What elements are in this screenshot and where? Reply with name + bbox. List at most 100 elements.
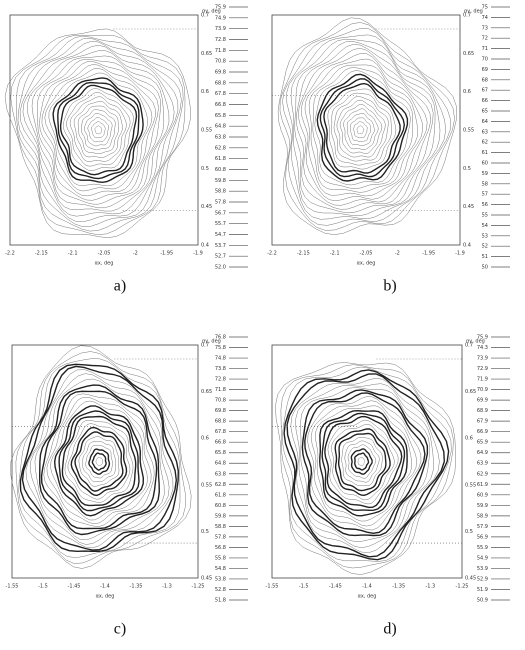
y-tick-label: 0.55 <box>463 128 474 134</box>
legend-label: 59 <box>482 171 488 177</box>
contour-line <box>310 400 418 527</box>
plot-frame <box>11 344 199 579</box>
legend-label: 53.9 <box>477 566 488 572</box>
contour-line <box>88 448 111 475</box>
x-tick-label: -1.4 <box>100 584 110 590</box>
contour-line <box>318 409 408 517</box>
legend-label: 53.7 <box>215 243 226 249</box>
legend-label: 67.9 <box>477 419 488 425</box>
legend-label: 52.9 <box>477 576 488 582</box>
legend-label: 71.9 <box>477 377 488 383</box>
legend-label: 60.8 <box>215 167 226 173</box>
contour-line <box>354 452 370 471</box>
contour-line <box>315 405 412 522</box>
contour-line <box>69 96 127 162</box>
legend-label: 55.7 <box>215 221 226 227</box>
legend-label: 70.9 <box>477 387 488 393</box>
legend-label: 53.8 <box>215 576 226 582</box>
contour-line <box>39 61 159 201</box>
contour-line <box>29 373 170 545</box>
contour-line <box>327 419 399 505</box>
contour-line <box>283 369 450 561</box>
legend-label: 59.8 <box>215 178 226 184</box>
contour-line <box>66 92 131 167</box>
x-tick-label: -1.95 <box>160 251 173 257</box>
y-tick-label: 0.5 <box>465 529 473 535</box>
legend-label: 62.8 <box>215 145 226 151</box>
legend-label: 59.8 <box>215 513 226 519</box>
legend-label: 63.8 <box>215 135 226 141</box>
contour-line <box>327 88 397 170</box>
legend-label: 57.8 <box>215 200 226 206</box>
contour-line <box>22 44 175 217</box>
contour-line <box>356 125 365 135</box>
contour-line <box>17 38 182 227</box>
x-tick-label: -1.55 <box>6 584 19 590</box>
contour-line <box>338 432 387 492</box>
y-tick-label: 0.55 <box>465 482 476 488</box>
y-tick-label: 0.7 <box>201 343 209 349</box>
legend-label: 56.9 <box>477 534 488 540</box>
panel: -1.55 -1.5 -1.45 -1.4 -1.35 -1.3 -1.25 αx, deg 0… <box>266 335 510 638</box>
contour-line <box>323 82 401 174</box>
legend-label: 68.8 <box>215 419 226 425</box>
contour-line <box>353 121 368 139</box>
legend-label: 55 <box>482 213 488 219</box>
contour-line <box>357 457 366 466</box>
legend-label: 66.8 <box>215 440 226 446</box>
y-tick-label: 0.55 <box>201 482 212 488</box>
legend-label: 65.8 <box>215 450 226 456</box>
contour-line <box>290 378 440 553</box>
contour-line <box>290 38 441 216</box>
contour-line <box>37 58 161 205</box>
x-tick-label: -1.9 <box>193 251 203 257</box>
contour-line <box>94 125 103 135</box>
contour-line <box>19 41 179 223</box>
legend-label: 58 <box>482 181 488 187</box>
x-tick-label: -1.25 <box>192 584 205 590</box>
x-tick-label: -1.45 <box>329 584 342 590</box>
contour-line <box>31 55 165 209</box>
legend-label: 71 <box>482 46 488 52</box>
x-tick-label: -1.3 <box>162 584 172 590</box>
y-axis-label: αy, deg <box>466 339 485 345</box>
contour-line <box>298 48 431 206</box>
plot-frame <box>271 14 461 246</box>
legend-label: 58.8 <box>215 524 226 530</box>
legend-label: 61.8 <box>215 156 226 162</box>
contour-line <box>91 121 106 139</box>
contour-line <box>10 345 192 569</box>
contour-line <box>59 84 138 176</box>
legend-label: 72.8 <box>215 37 226 43</box>
legend-label: 74.8 <box>215 356 226 362</box>
legend-label: 58.8 <box>215 189 226 195</box>
x-tick-label: -2.05 <box>98 251 111 257</box>
legend-label: 54 <box>482 223 488 229</box>
x-tick-label: -2.05 <box>360 251 373 257</box>
contour-line <box>347 444 377 479</box>
x-tick-label: -1.45 <box>68 584 81 590</box>
y-tick-label: 0.45 <box>463 204 474 210</box>
contour-line <box>333 96 389 162</box>
legend-label: 60.8 <box>215 503 226 509</box>
contour-line <box>21 365 178 551</box>
y-tick-label: 0.45 <box>465 576 476 582</box>
legend-label: 64.8 <box>215 461 226 467</box>
contour-line <box>91 452 107 471</box>
x-tick-label: -2.2 <box>267 251 277 257</box>
x-tick-label: -1.25 <box>456 584 469 590</box>
contour-line <box>307 396 422 531</box>
legend-label: 63 <box>482 129 488 135</box>
x-tick-label: -1.3 <box>425 584 435 590</box>
contour-line <box>319 78 406 178</box>
legend-label: 56.7 <box>215 210 226 216</box>
legend-label: 75.9 <box>215 5 226 11</box>
legend-label: 65 <box>482 109 488 115</box>
legend-label: 51.9 <box>477 587 488 593</box>
x-tick-label: -2.15 <box>35 251 48 257</box>
contour-line <box>62 88 134 171</box>
contour-line <box>280 364 454 569</box>
legend-label: 52.8 <box>215 587 226 593</box>
x-axis-label: αx, deg <box>358 594 377 600</box>
contour-line <box>350 448 373 475</box>
